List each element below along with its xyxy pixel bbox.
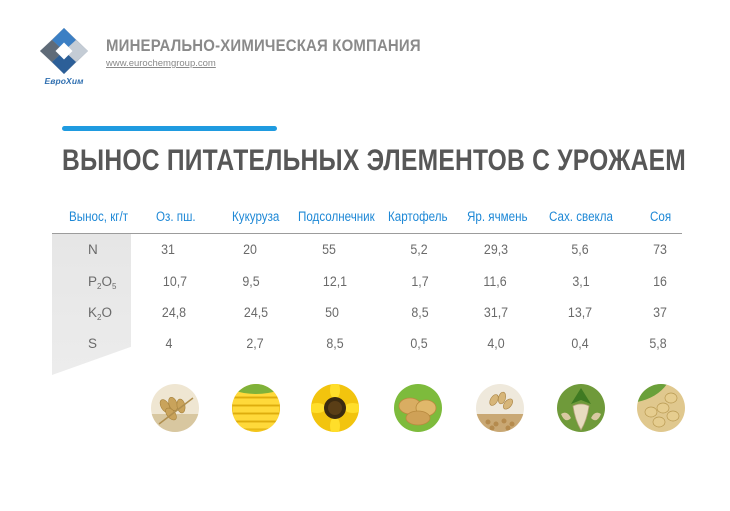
table-cell: 55 bbox=[322, 242, 336, 257]
table-cell: 31,7 bbox=[483, 305, 509, 320]
table-cell: 4 bbox=[165, 336, 173, 351]
table-cell: 0,5 bbox=[410, 336, 428, 351]
corn-image bbox=[232, 384, 280, 432]
accent-bar bbox=[62, 126, 277, 131]
company-name: МИНЕРАЛЬНО-ХИМИЧЕСКАЯ КОМПАНИЯ bbox=[106, 36, 421, 55]
table-cell: 20 bbox=[243, 242, 257, 257]
table-cell: 5,8 bbox=[649, 336, 667, 351]
sunflower-image bbox=[311, 384, 359, 432]
table-cell: 13,7 bbox=[567, 305, 593, 320]
table-cell: 50 bbox=[325, 305, 339, 320]
website-link[interactable]: www.eurochemgroup.com bbox=[106, 58, 216, 69]
col-header-soy: Соя bbox=[650, 209, 672, 224]
table-cell: 8,5 bbox=[411, 305, 429, 320]
table-cell: 11,6 bbox=[483, 274, 507, 289]
page-title: ВЫНОС ПИТАТЕЛЬНЫХ ЭЛЕМЕНТОВ С УРОЖАЕМ bbox=[62, 144, 687, 177]
table-cell: 24,8 bbox=[161, 305, 187, 320]
table-cell: 9,5 bbox=[242, 274, 260, 289]
barley-image bbox=[476, 384, 524, 432]
wheat-image bbox=[151, 384, 199, 432]
table-cell: 4,0 bbox=[487, 336, 505, 351]
eurochem-logo: ЕвроХим bbox=[36, 26, 92, 92]
table-cell: 37 bbox=[653, 305, 667, 320]
row-label-s: S bbox=[88, 336, 98, 351]
col-header-corn: Кукуруза bbox=[232, 209, 280, 224]
table-cell: 3,1 bbox=[572, 274, 590, 289]
corner-header: Вынос, кг/т bbox=[69, 209, 129, 224]
col-header-sugar-beet: Сах. свекла bbox=[549, 209, 613, 224]
row-label-p2o5: P2O5 bbox=[88, 274, 117, 291]
col-header-sunflower: Подсолнечник bbox=[298, 209, 375, 224]
soybean-image bbox=[637, 384, 685, 432]
table-cell: 16 bbox=[653, 274, 667, 289]
table-cell: 2,7 bbox=[246, 336, 264, 351]
table-cell: 31 bbox=[161, 242, 175, 257]
sugar-beet-image bbox=[557, 384, 605, 432]
row-label-k2o: K2O bbox=[88, 305, 112, 322]
table-cell: 0,4 bbox=[571, 336, 589, 351]
table-cell: 24,5 bbox=[243, 305, 269, 320]
header: ЕвроХим МИНЕРАЛЬНО-ХИМИЧЕСКАЯ КОМПАНИЯ w… bbox=[0, 0, 730, 100]
logo-diamond-icon bbox=[40, 28, 88, 74]
table-cell: 8,5 bbox=[326, 336, 344, 351]
col-header-potato: Картофель bbox=[388, 209, 448, 224]
logo-text: ЕвроХим bbox=[44, 76, 84, 86]
row-label-panel bbox=[52, 234, 131, 375]
table-cell: 12,1 bbox=[322, 274, 348, 289]
potato-image bbox=[394, 384, 442, 432]
table-cell: 5,2 bbox=[410, 242, 428, 257]
table-cell: 10,7 bbox=[162, 274, 188, 289]
table-cell: 73 bbox=[653, 242, 667, 257]
header-rule bbox=[52, 233, 682, 234]
table-cell: 1,7 bbox=[411, 274, 429, 289]
col-header-winter-wheat: Оз. пш. bbox=[156, 209, 196, 224]
table-cell: 5,6 bbox=[571, 242, 589, 257]
table-cell: 29,3 bbox=[483, 242, 509, 257]
col-header-barley: Яр. ячмень bbox=[467, 209, 528, 224]
row-label-n: N bbox=[88, 242, 98, 257]
